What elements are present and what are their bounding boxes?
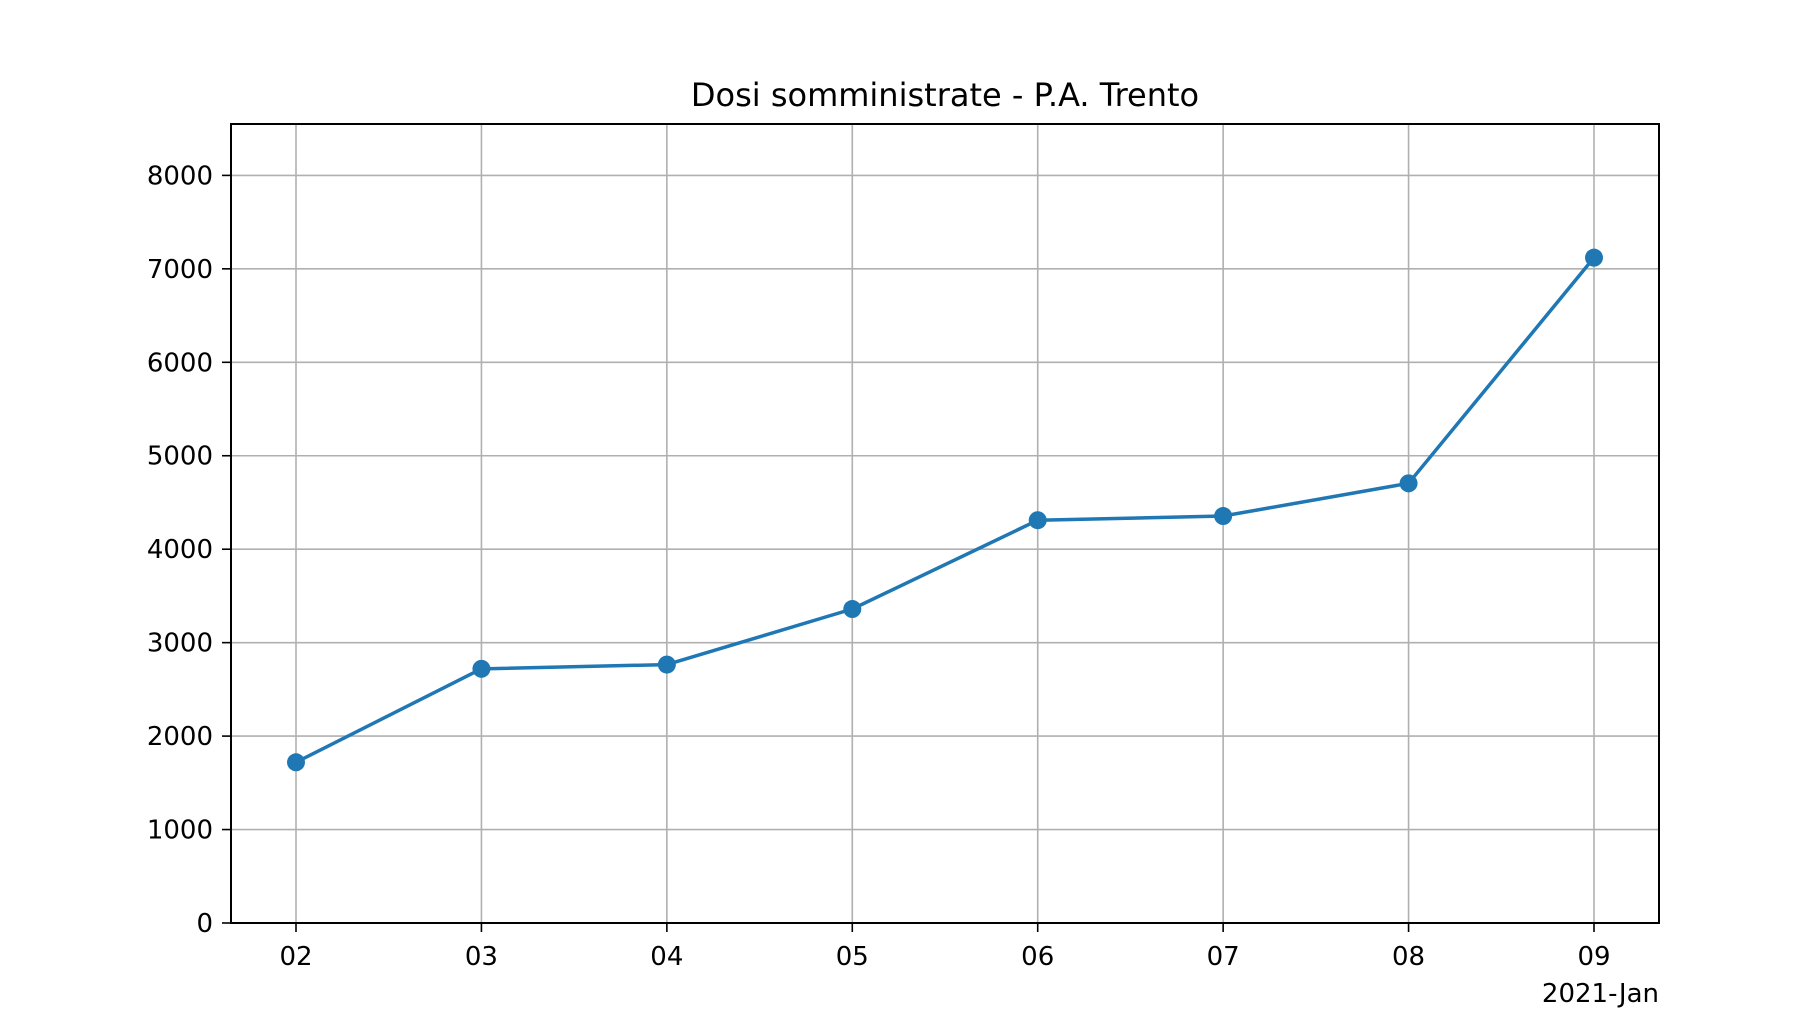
x-tick-label: 03: [465, 942, 498, 972]
y-tick-label: 1000: [147, 816, 213, 846]
x-tick-label: 04: [650, 942, 683, 972]
series-line: [294, 255, 1596, 765]
chart-title: Dosi somministrate - P.A. Trento: [691, 76, 1199, 114]
data-point: [1585, 248, 1603, 267]
y-tick-label: 4000: [147, 535, 213, 565]
x-tick-label: 05: [836, 942, 869, 972]
x-axis-offset-label: 2021-Jan: [1542, 979, 1659, 1009]
x-tick-label: 09: [1577, 942, 1610, 972]
series-layer: [287, 248, 1603, 772]
x-tick-label: 02: [279, 942, 312, 972]
data-point: [1214, 507, 1233, 526]
y-tick-label: 5000: [147, 442, 213, 472]
data-point: [1399, 474, 1418, 493]
x-tick-label: 06: [1021, 942, 1054, 972]
y-tick-label: 0: [196, 909, 213, 939]
data-point: [287, 753, 305, 772]
plot-frame: [230, 123, 1660, 924]
data-point: [843, 600, 862, 619]
x-tick-label: 07: [1207, 942, 1240, 972]
y-tick-label: 8000: [147, 161, 213, 191]
data-point: [472, 659, 491, 678]
y-tick-label: 7000: [147, 255, 213, 285]
x-tick-label: 08: [1392, 942, 1425, 972]
data-point: [1028, 511, 1047, 530]
y-tick-label: 6000: [147, 348, 213, 378]
y-tick-label: 3000: [147, 629, 213, 659]
y-tick-label: 2000: [147, 722, 213, 752]
axis-ticks: 02 03 04 05 06 07 08 09 0 1000 2000 3000 4000 5000 600…: [147, 161, 1611, 972]
data-point: [657, 655, 676, 674]
